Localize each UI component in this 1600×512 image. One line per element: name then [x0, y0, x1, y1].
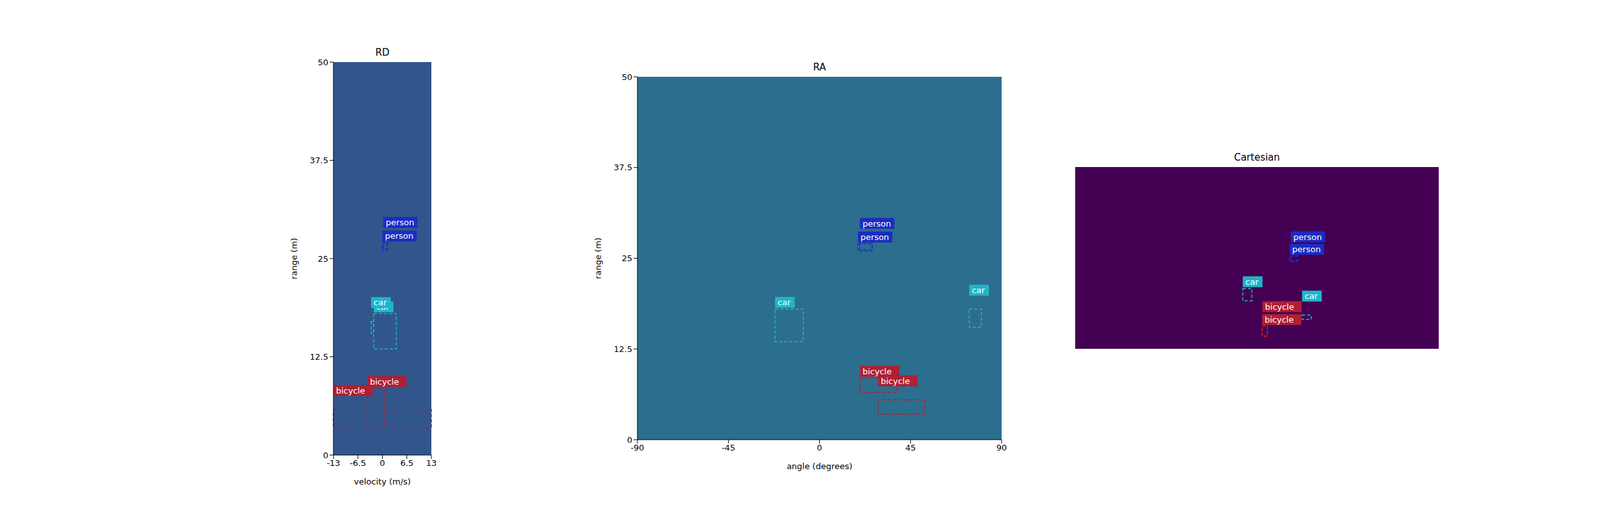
svg-text:car: car	[1304, 291, 1318, 301]
svg-text:45: 45	[904, 442, 916, 453]
svg-text:37.5: 37.5	[309, 155, 329, 166]
svg-text:car: car	[1245, 277, 1259, 287]
html-text:Cartesian: Cartesian	[1234, 151, 1280, 164]
svg-text:person: person	[1292, 244, 1321, 255]
svg-text:person: person	[862, 218, 892, 229]
svg-text:6.5: 6.5	[400, 458, 414, 468]
svg-text:bicycle: bicycle	[369, 376, 399, 387]
svg-text:person: person	[860, 232, 890, 242]
svg-text:angle (degrees): angle (degrees)	[786, 461, 853, 472]
svg-text:range (m): range (m)	[593, 237, 603, 280]
svg-text:13: 13	[426, 458, 438, 468]
svg-text:25: 25	[317, 254, 329, 264]
svg-text:0: 0	[379, 458, 385, 468]
svg-text:12.5: 12.5	[309, 352, 329, 362]
html-text:RD: RD	[375, 46, 390, 59]
svg-text:bicycle: bicycle	[862, 366, 892, 377]
svg-text:50: 50	[317, 57, 329, 68]
svg-text:person: person	[385, 217, 415, 228]
svg-text:bicycle: bicycle	[336, 385, 365, 396]
svg-text:bicycle: bicycle	[880, 376, 910, 386]
svg-text:-6.5: -6.5	[350, 458, 367, 468]
svg-text:-13: -13	[326, 458, 340, 468]
svg-text:person: person	[385, 231, 415, 241]
svg-text:0: 0	[627, 435, 633, 445]
svg-text:90: 90	[996, 442, 1008, 453]
svg-text:50: 50	[621, 72, 633, 82]
svg-text:person: person	[1293, 232, 1323, 242]
svg-text:12.5: 12.5	[613, 344, 633, 354]
svg-text:37.5: 37.5	[613, 162, 633, 173]
svg-text:bicycle: bicycle	[1265, 302, 1295, 312]
svg-text:range (m): range (m)	[289, 238, 299, 280]
svg-text:0: 0	[323, 450, 329, 461]
svg-text:car: car	[373, 297, 388, 308]
svg-text:25: 25	[621, 253, 633, 264]
svg-text:car: car	[971, 285, 985, 296]
svg-text:car: car	[777, 297, 792, 308]
html-text:RA: RA	[813, 61, 826, 73]
svg-text:velocity (m/s): velocity (m/s)	[353, 476, 411, 487]
svg-text:-90: -90	[630, 442, 644, 453]
svg-text:0: 0	[816, 442, 822, 453]
svg-text:bicycle: bicycle	[1264, 314, 1294, 325]
svg-text:-45: -45	[721, 442, 736, 453]
